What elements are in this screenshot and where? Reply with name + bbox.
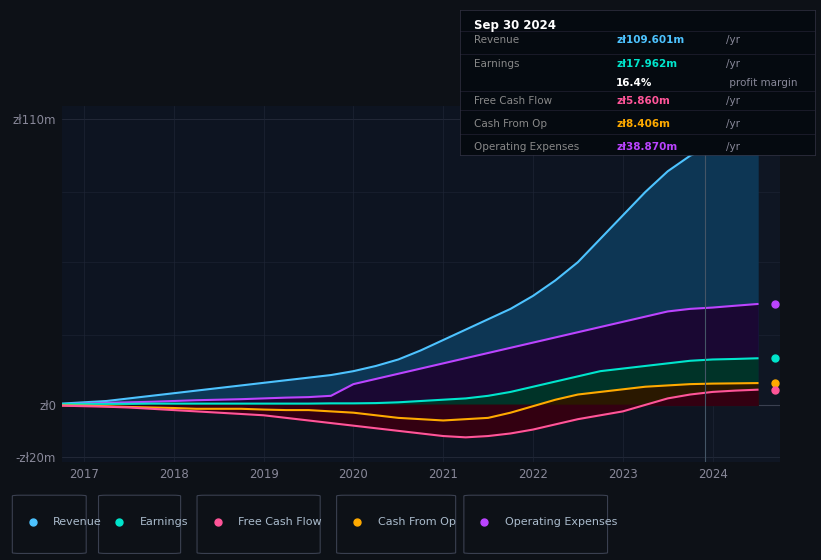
Text: /yr: /yr — [727, 59, 741, 69]
Text: Revenue: Revenue — [53, 517, 102, 527]
Text: Revenue: Revenue — [475, 35, 520, 45]
Text: Operating Expenses: Operating Expenses — [475, 142, 580, 152]
Text: /yr: /yr — [727, 35, 741, 45]
Text: zł109.601m: zł109.601m — [617, 35, 685, 45]
Text: Operating Expenses: Operating Expenses — [505, 517, 617, 527]
Text: zł8.406m: zł8.406m — [617, 119, 670, 129]
Text: /yr: /yr — [727, 142, 741, 152]
Text: Sep 30 2024: Sep 30 2024 — [475, 18, 556, 32]
Text: Cash From Op: Cash From Op — [378, 517, 456, 527]
Text: 16.4%: 16.4% — [617, 77, 653, 87]
Text: zł38.870m: zł38.870m — [617, 142, 677, 152]
Bar — [705, 106, 780, 462]
Text: zł5.860m: zł5.860m — [617, 96, 670, 106]
Text: Free Cash Flow: Free Cash Flow — [475, 96, 553, 106]
Text: Free Cash Flow: Free Cash Flow — [238, 517, 322, 527]
Text: Earnings: Earnings — [140, 517, 188, 527]
Text: Cash From Op: Cash From Op — [475, 119, 548, 129]
Text: profit margin: profit margin — [727, 77, 798, 87]
Text: Earnings: Earnings — [475, 59, 520, 69]
Text: zł17.962m: zł17.962m — [617, 59, 677, 69]
Text: /yr: /yr — [727, 96, 741, 106]
Text: /yr: /yr — [727, 119, 741, 129]
